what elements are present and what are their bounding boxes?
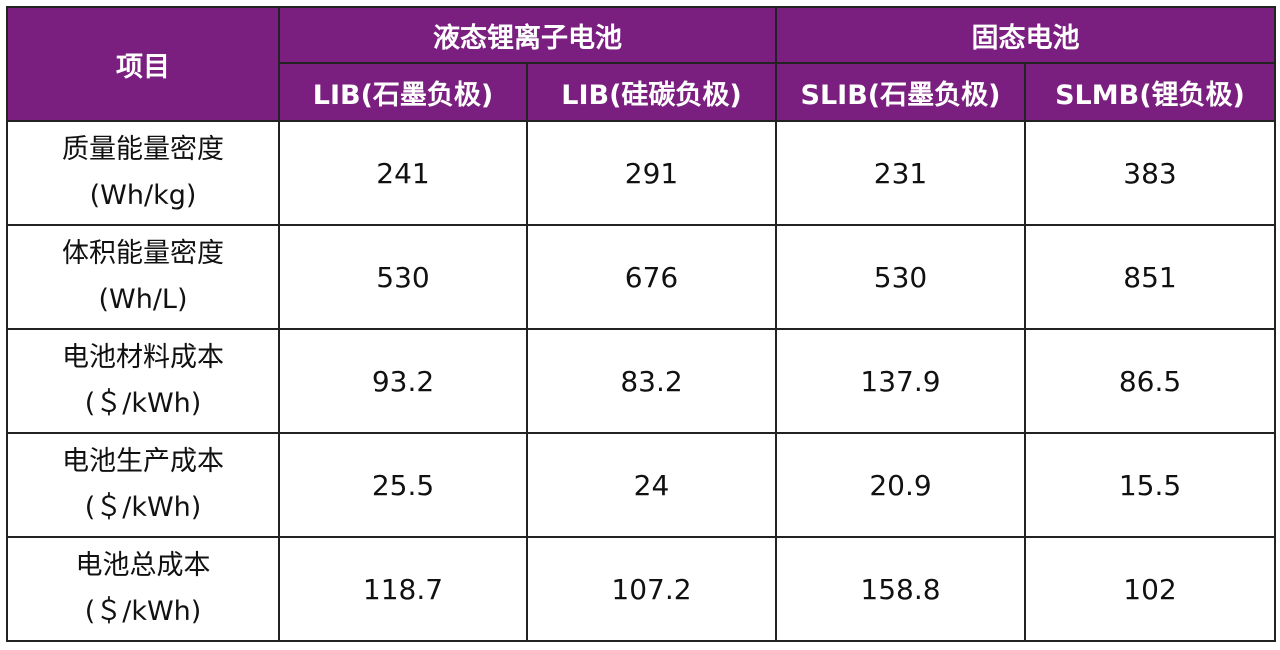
cell-value: 93.2 [278,328,528,434]
cell-value: 530 [278,224,528,330]
cell-value: 86.5 [1024,328,1276,434]
row-label: 体积能量密度 (Wh/L) [6,224,280,330]
row-label: 电池总成本 (＄/kWh) [6,536,280,642]
cell-value: 851 [1024,224,1276,330]
cell-value: 102 [1024,536,1276,642]
cell-value: 241 [278,120,528,226]
group-header: 液态锂离子电池 [278,6,777,64]
row-label-unit: (Wh/kg) [89,180,197,211]
row-label-name: 电池生产成本 [62,446,224,477]
row-label-unit: (＄/kWh) [84,388,202,419]
table-row: 电池总成本 (＄/kWh) 118.7 107.2 158.8 102 [6,536,1276,642]
row-label: 质量能量密度 (Wh/kg) [6,120,280,226]
cell-value: 676 [526,224,777,330]
cell-value: 137.9 [775,328,1026,434]
cell-value: 530 [775,224,1026,330]
cell-value: 20.9 [775,432,1026,538]
cell-value: 25.5 [278,432,528,538]
cell-value: 118.7 [278,536,528,642]
row-label: 电池生产成本 (＄/kWh) [6,432,280,538]
cell-value: 83.2 [526,328,777,434]
row-label-name: 体积能量密度 [62,238,224,269]
group-header: 固态电池 [775,6,1276,64]
cell-value: 15.5 [1024,432,1276,538]
cell-value: 291 [526,120,777,226]
table-row: 电池生产成本 (＄/kWh) 25.5 24 20.9 15.5 [6,432,1276,538]
cell-value: 107.2 [526,536,777,642]
column-header: LIB(硅碳负极) [526,62,777,122]
table-row: 质量能量密度 (Wh/kg) 241 291 231 383 [6,120,1276,226]
table-row: 电池材料成本 (＄/kWh) 93.2 83.2 137.9 86.5 [6,328,1276,434]
cell-value: 231 [775,120,1026,226]
cell-value: 24 [526,432,777,538]
column-header: SLIB(石墨负极) [775,62,1026,122]
column-header: SLMB(锂负极) [1024,62,1276,122]
row-label-unit: (Wh/L) [98,284,188,315]
row-label-name: 质量能量密度 [62,134,224,165]
cell-value: 158.8 [775,536,1026,642]
column-header: LIB(石墨负极) [278,62,528,122]
row-label-name: 电池总成本 [75,550,211,581]
row-label-unit: (＄/kWh) [84,492,202,523]
row-label: 电池材料成本 (＄/kWh) [6,328,280,434]
data-table: 项目 液态锂离子电池 固态电池 LIB(石墨负极) LIB(硅碳负极) SLIB(石墨负… [6,6,1276,642]
corner-header: 项目 [6,6,280,122]
cell-value: 383 [1024,120,1276,226]
table-row: 体积能量密度 (Wh/L) 530 676 530 851 [6,224,1276,330]
row-label-unit: (＄/kWh) [84,596,202,627]
row-label-name: 电池材料成本 [62,342,224,373]
